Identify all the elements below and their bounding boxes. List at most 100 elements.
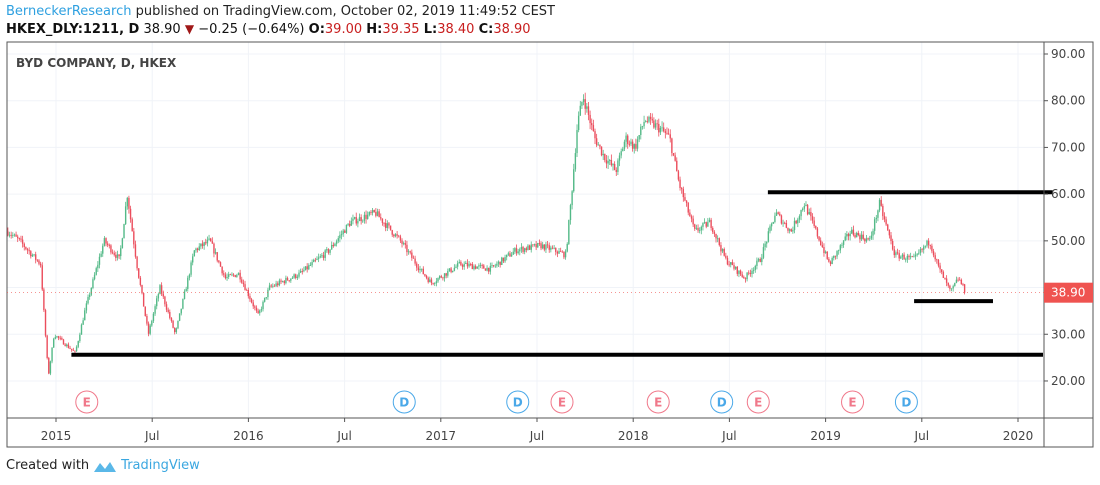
candle-body	[749, 273, 752, 274]
candle-body	[618, 155, 621, 161]
candle-body	[713, 232, 716, 234]
y-tick-label: 50.00	[1051, 234, 1085, 248]
tradingview-link[interactable]: TradingView	[121, 458, 200, 473]
candle-body	[412, 257, 415, 259]
candle-body	[648, 116, 650, 122]
high-value: 39.35	[382, 22, 420, 37]
candle-body	[687, 202, 689, 213]
dividend-event-marker[interactable]: D	[506, 390, 530, 414]
candle-body	[602, 153, 604, 156]
candle-body	[139, 277, 142, 285]
candle-body	[924, 245, 927, 247]
candle-body	[79, 334, 81, 342]
candle-body	[587, 106, 590, 115]
candle-body	[159, 285, 161, 295]
candle-body	[419, 269, 421, 271]
earnings-event-marker[interactable]: E	[841, 390, 865, 414]
candle-body	[700, 226, 703, 231]
candle-body	[247, 289, 250, 297]
candle-body	[201, 243, 204, 246]
candle-body	[854, 234, 856, 238]
candle-body	[39, 263, 42, 266]
candle-body	[165, 304, 168, 310]
candle-body	[169, 312, 171, 318]
candle-body	[842, 240, 845, 245]
candle-body	[458, 261, 460, 264]
candle-body	[144, 306, 146, 316]
candle-body	[535, 244, 537, 248]
candle-body	[453, 267, 456, 271]
candle-body	[473, 266, 475, 270]
candle-body	[386, 223, 389, 228]
candle-body	[844, 236, 846, 241]
candle-body	[561, 251, 564, 253]
candle-body	[295, 274, 297, 278]
candle-body	[20, 238, 22, 240]
author-link[interactable]: BerneckerResearch	[6, 4, 132, 19]
candle-body	[121, 238, 124, 249]
candle-body	[659, 127, 662, 133]
candle-body	[82, 320, 84, 325]
candle-body	[574, 153, 577, 170]
earnings-event-marker[interactable]: E	[550, 390, 574, 414]
candle-body	[154, 306, 156, 314]
candle-body	[371, 210, 374, 213]
candle-body	[443, 273, 446, 279]
candle-body	[54, 337, 57, 339]
candle-body	[810, 212, 812, 217]
candle-body	[28, 250, 30, 252]
candle-body	[255, 307, 258, 311]
low-value: 38.40	[437, 22, 475, 37]
candle-body	[654, 123, 657, 128]
candle-body	[775, 212, 778, 216]
candle-body	[319, 256, 321, 258]
candle-body	[362, 220, 364, 222]
candle-body	[715, 233, 717, 239]
candle-body	[187, 277, 189, 289]
candle-body	[756, 260, 758, 266]
earnings-event-marker[interactable]: E	[746, 390, 770, 414]
candle-body	[813, 220, 815, 227]
candle-body	[321, 255, 323, 257]
candle-body	[334, 243, 336, 247]
earnings-event-marker[interactable]: E	[75, 390, 99, 414]
candle-body	[260, 309, 263, 311]
candle-body	[556, 251, 559, 254]
candle-body	[792, 230, 794, 232]
dividend-event-marker[interactable]: D	[392, 390, 416, 414]
candle-body	[360, 217, 362, 222]
candle-body	[113, 253, 115, 255]
earnings-event-marker[interactable]: E	[646, 390, 670, 414]
candle-body	[692, 218, 694, 225]
candle-body	[800, 210, 802, 217]
candle-body	[851, 229, 853, 234]
candle-body	[811, 216, 814, 221]
candle-body	[182, 298, 184, 309]
candle-body	[519, 249, 521, 252]
candle-body	[767, 231, 770, 242]
candle-body	[218, 260, 220, 263]
candle-body	[275, 283, 277, 286]
candle-body	[581, 101, 583, 106]
drawings[interactable]	[71, 190, 1053, 357]
candle-body	[322, 255, 325, 258]
dividend-event-marker[interactable]: D	[710, 390, 734, 414]
low-label: L:	[423, 22, 438, 37]
candle-body	[664, 131, 667, 133]
candle-body	[447, 270, 449, 276]
candle-body	[35, 254, 37, 260]
candle-body	[594, 131, 596, 139]
candle-body	[30, 251, 32, 257]
candle-body	[214, 252, 217, 254]
candle-body	[905, 259, 907, 261]
candle-body	[790, 229, 792, 232]
candle-body	[653, 120, 655, 128]
candle-body	[298, 272, 300, 277]
candle-body	[478, 265, 480, 267]
candle-body	[352, 218, 354, 221]
dividend-event-marker[interactable]: D	[894, 390, 918, 414]
x-tick-label: 2019	[810, 429, 841, 443]
candle-body	[784, 222, 786, 224]
